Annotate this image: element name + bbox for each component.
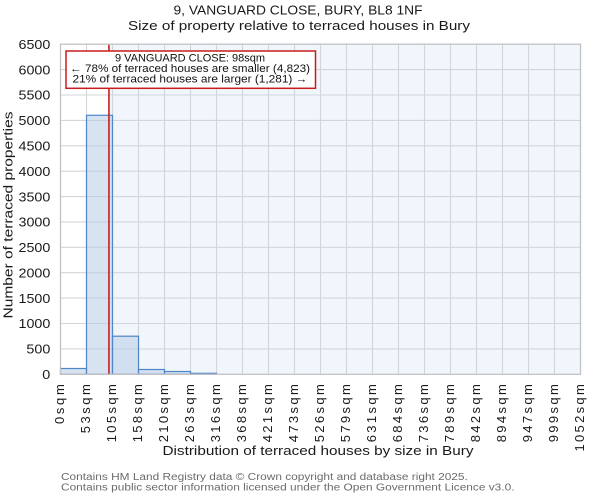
svg-text:6000: 6000 bbox=[19, 63, 51, 77]
svg-text:500: 500 bbox=[26, 343, 50, 357]
svg-text:4500: 4500 bbox=[19, 140, 51, 154]
svg-text:← 78% of terraced houses are s: ← 78% of terraced houses are smaller (4,… bbox=[70, 63, 310, 75]
svg-text:263sqm: 263sqm bbox=[182, 384, 197, 442]
svg-text:421sqm: 421sqm bbox=[260, 384, 275, 442]
svg-text:210sqm: 210sqm bbox=[156, 384, 171, 442]
svg-text:Size of property relative to t: Size of property relative to terraced ho… bbox=[128, 18, 471, 33]
svg-text:368sqm: 368sqm bbox=[234, 384, 249, 442]
svg-text:631sqm: 631sqm bbox=[364, 384, 379, 442]
svg-text:9 VANGUARD CLOSE: 98sqm: 9 VANGUARD CLOSE: 98sqm bbox=[115, 52, 265, 64]
svg-text:526sqm: 526sqm bbox=[312, 384, 327, 442]
svg-text:2500: 2500 bbox=[19, 241, 51, 255]
svg-text:3500: 3500 bbox=[19, 190, 51, 204]
svg-text:5000: 5000 bbox=[19, 114, 51, 128]
svg-text:842sqm: 842sqm bbox=[468, 384, 483, 442]
svg-text:Contains public sector informa: Contains public sector information licen… bbox=[61, 483, 515, 494]
svg-text:316sqm: 316sqm bbox=[208, 384, 223, 442]
svg-text:0sqm: 0sqm bbox=[52, 384, 67, 424]
svg-text:1000: 1000 bbox=[19, 317, 51, 331]
svg-text:Number of terraced properties: Number of terraced properties bbox=[1, 111, 16, 319]
svg-text:473sqm: 473sqm bbox=[286, 384, 301, 442]
svg-text:Distribution of terraced house: Distribution of terraced houses by size … bbox=[163, 443, 475, 458]
svg-text:947sqm: 947sqm bbox=[520, 384, 535, 442]
svg-text:579sqm: 579sqm bbox=[338, 384, 353, 442]
svg-text:105sqm: 105sqm bbox=[104, 384, 119, 442]
svg-text:1052sqm: 1052sqm bbox=[572, 384, 587, 451]
svg-text:4000: 4000 bbox=[19, 165, 51, 179]
svg-text:3000: 3000 bbox=[19, 216, 51, 230]
svg-text:0: 0 bbox=[42, 368, 50, 382]
svg-text:5500: 5500 bbox=[19, 89, 51, 103]
svg-text:2000: 2000 bbox=[19, 266, 51, 280]
svg-text:9, VANGUARD CLOSE, BURY, BL8 1: 9, VANGUARD CLOSE, BURY, BL8 1NF bbox=[174, 3, 423, 18]
svg-text:736sqm: 736sqm bbox=[416, 384, 431, 442]
svg-text:6500: 6500 bbox=[19, 38, 51, 52]
svg-text:1500: 1500 bbox=[19, 292, 51, 306]
svg-text:158sqm: 158sqm bbox=[130, 384, 145, 442]
svg-text:684sqm: 684sqm bbox=[390, 384, 405, 442]
svg-text:21% of terraced houses are lar: 21% of terraced houses are larger (1,281… bbox=[73, 73, 308, 85]
svg-text:894sqm: 894sqm bbox=[494, 384, 509, 442]
svg-text:999sqm: 999sqm bbox=[546, 384, 561, 442]
svg-text:789sqm: 789sqm bbox=[442, 384, 457, 442]
svg-text:Contains HM Land Registry data: Contains HM Land Registry data © Crown c… bbox=[61, 472, 468, 483]
